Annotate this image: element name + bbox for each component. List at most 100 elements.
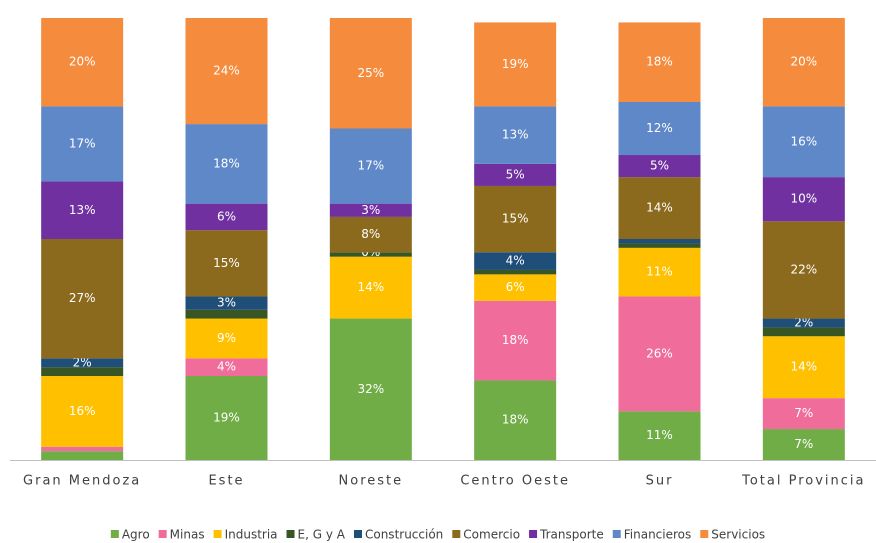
bar-segment xyxy=(762,18,845,107)
bar-segment xyxy=(185,376,268,460)
bar-segment xyxy=(41,451,124,460)
bar-segment xyxy=(618,243,701,248)
legend-label: Financieros xyxy=(624,528,692,542)
bar-segment xyxy=(41,376,124,447)
bar-segment xyxy=(618,101,701,156)
data-label: 11% xyxy=(646,428,673,442)
bar-segment xyxy=(762,106,845,178)
bar-segment xyxy=(762,327,845,337)
data-label: 27% xyxy=(69,291,96,305)
bar-segment xyxy=(474,300,557,381)
bar-segment xyxy=(41,18,124,107)
legend-swatch xyxy=(700,530,709,538)
data-label: 16% xyxy=(69,404,96,418)
data-label: 26% xyxy=(646,346,673,360)
data-label: 14% xyxy=(357,280,384,294)
bar-segment xyxy=(41,358,124,368)
bar-segment xyxy=(474,380,557,460)
bar-segment xyxy=(474,185,557,253)
data-label: 7% xyxy=(794,437,813,451)
data-label: 17% xyxy=(357,159,384,173)
data-label: 5% xyxy=(506,167,525,181)
x-tick-label: Gran Mendoza xyxy=(23,474,141,489)
data-label: 3% xyxy=(361,203,380,217)
legend-label: Servicios xyxy=(711,528,765,542)
data-label: 20% xyxy=(69,55,96,69)
bar-segment xyxy=(329,216,412,253)
bar-segment xyxy=(474,106,557,164)
legend-swatch xyxy=(213,530,222,538)
data-label: 16% xyxy=(790,134,817,148)
legend-swatch xyxy=(110,530,119,538)
data-label: 6% xyxy=(506,280,525,294)
legend-swatch xyxy=(529,530,538,538)
legend-label: Comercio xyxy=(463,528,520,542)
legend-label: Industria xyxy=(225,528,278,542)
data-label: 24% xyxy=(213,64,240,78)
data-label: 10% xyxy=(790,192,817,206)
bar-segment xyxy=(762,318,845,328)
bar-segment xyxy=(618,247,701,297)
legend-label: Minas xyxy=(170,528,205,542)
legend-swatch xyxy=(353,530,362,538)
bar-segment xyxy=(185,358,268,377)
bar-segment xyxy=(329,256,412,319)
legend-label: Construcción xyxy=(365,528,443,542)
bar-segment xyxy=(329,128,412,204)
bar-segment xyxy=(474,252,557,270)
data-label: 19% xyxy=(502,57,529,71)
data-label: 12% xyxy=(646,121,673,135)
data-label: 17% xyxy=(69,136,96,150)
bar-segment xyxy=(329,318,412,460)
bar-segment xyxy=(618,22,701,102)
bar-segment xyxy=(185,318,268,359)
data-label: 11% xyxy=(646,265,673,279)
legend-label: E, G y A xyxy=(298,528,346,542)
data-label: 19% xyxy=(213,411,240,425)
bar-segment xyxy=(41,367,124,377)
bar-segment xyxy=(41,239,124,359)
bar-segment xyxy=(618,411,701,460)
bar-segment xyxy=(618,155,701,178)
legend-swatch xyxy=(158,530,167,538)
data-label: 3% xyxy=(217,296,236,310)
bar-segment xyxy=(185,296,268,310)
x-tick-label: Centro Oeste xyxy=(460,474,570,489)
bar-segment xyxy=(762,221,845,319)
bar-segment xyxy=(185,230,268,297)
data-label: 25% xyxy=(357,66,384,80)
x-tick-label: Noreste xyxy=(339,474,404,489)
legend-swatch xyxy=(452,530,461,538)
legend-label: Transporte xyxy=(539,528,604,542)
legend-label: Agro xyxy=(122,528,150,542)
bar-segment xyxy=(762,177,845,222)
bar-segment xyxy=(185,203,268,231)
data-label: 18% xyxy=(646,55,673,69)
bar-segment xyxy=(618,177,701,239)
data-label: 4% xyxy=(217,360,236,374)
bar-segment xyxy=(474,163,557,186)
data-label: 15% xyxy=(502,212,529,226)
x-tick-label: Este xyxy=(208,474,244,489)
legend-swatch xyxy=(612,530,621,538)
data-label: 18% xyxy=(213,156,240,170)
bar-segment xyxy=(618,296,701,412)
data-label: 8% xyxy=(361,227,380,241)
data-label: 18% xyxy=(502,333,529,347)
data-label: 2% xyxy=(73,355,92,369)
bar-segment xyxy=(185,124,268,204)
data-label: 18% xyxy=(502,413,529,427)
bar-segment xyxy=(762,398,845,430)
bar-segment xyxy=(762,429,845,460)
bar-segment xyxy=(474,269,557,275)
bar-segment xyxy=(618,239,701,244)
data-label: 14% xyxy=(646,201,673,215)
bar-segment xyxy=(329,203,412,217)
data-label: 15% xyxy=(213,256,240,270)
bar-segment xyxy=(41,106,124,182)
data-label: 2% xyxy=(794,315,813,329)
bar-segment xyxy=(185,18,268,125)
data-label: 22% xyxy=(790,262,817,276)
data-label: 5% xyxy=(650,159,669,173)
